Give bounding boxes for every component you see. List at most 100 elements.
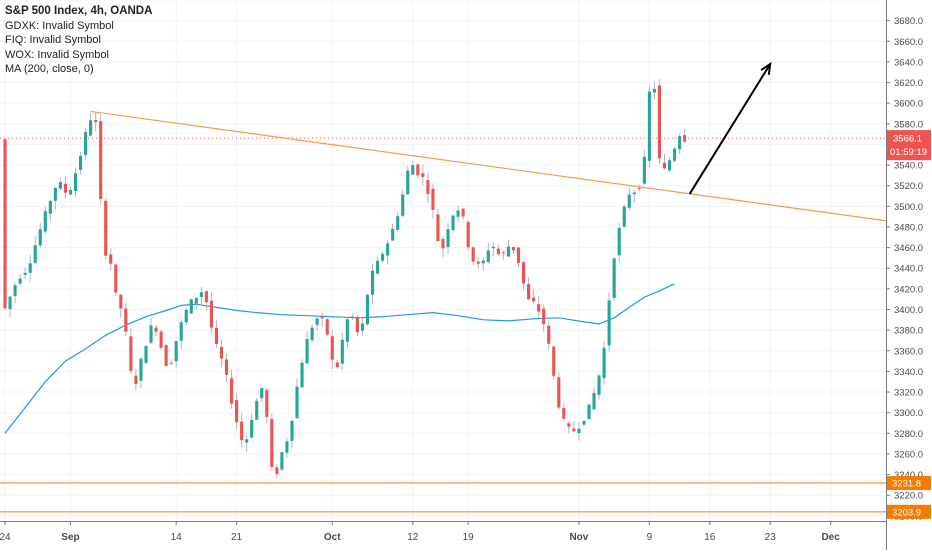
candle-down[interactable]	[355, 316, 359, 333]
resistance-trendline[interactable]	[90, 110, 887, 222]
candle-up[interactable]	[184, 309, 188, 323]
candle-up[interactable]	[144, 345, 148, 364]
candle-down[interactable]	[204, 291, 208, 303]
candle-up[interactable]	[481, 260, 485, 264]
candle-down[interactable]	[119, 294, 123, 309]
candle-up[interactable]	[139, 358, 143, 381]
candle-up[interactable]	[375, 260, 380, 274]
candle-up[interactable]	[149, 325, 153, 343]
candle-down[interactable]	[154, 327, 158, 332]
candle-up[interactable]	[260, 388, 264, 399]
candle-up[interactable]	[48, 200, 52, 214]
support-price-tag[interactable]	[887, 504, 931, 519]
candle-down[interactable]	[169, 362, 173, 364]
candle-up[interactable]	[678, 136, 682, 150]
candle-up[interactable]	[300, 362, 304, 388]
candle-up[interactable]	[89, 120, 93, 136]
moving-average-line[interactable]	[4, 283, 675, 434]
candle-down[interactable]	[436, 214, 440, 242]
candle-up[interactable]	[622, 206, 626, 227]
candle-up[interactable]	[250, 419, 254, 438]
last-price-tag[interactable]	[887, 130, 931, 161]
candle-down[interactable]	[461, 208, 465, 217]
candle-up[interactable]	[667, 160, 672, 171]
candle-down[interactable]	[496, 248, 500, 255]
candle-up[interactable]	[345, 319, 349, 342]
candle-up[interactable]	[597, 375, 601, 395]
candle-up[interactable]	[23, 272, 27, 275]
candle-up[interactable]	[350, 316, 354, 318]
candle-down[interactable]	[330, 336, 334, 360]
candle-up[interactable]	[360, 323, 365, 331]
candle-up[interactable]	[607, 300, 611, 346]
candle-up[interactable]	[612, 258, 616, 298]
candle-up[interactable]	[310, 327, 314, 341]
candle-down[interactable]	[114, 264, 118, 293]
candle-down[interactable]	[325, 319, 329, 335]
candle-up[interactable]	[396, 216, 400, 230]
candle-down[interactable]	[521, 262, 526, 284]
candle-down[interactable]	[219, 346, 224, 359]
candle-down[interactable]	[164, 345, 168, 366]
candle-down[interactable]	[421, 173, 425, 177]
legend-line[interactable]: GDXK: Invalid Symbol	[5, 19, 114, 32]
candle-up[interactable]	[305, 339, 309, 364]
candle-down[interactable]	[124, 308, 128, 332]
candle-up[interactable]	[647, 91, 651, 161]
candle-down[interactable]	[527, 284, 531, 300]
candle-up[interactable]	[315, 318, 319, 325]
candle-down[interactable]	[511, 246, 516, 251]
candle-up[interactable]	[592, 392, 596, 410]
candle-up[interactable]	[18, 278, 22, 284]
candle-up[interactable]	[84, 132, 88, 156]
candle-down[interactable]	[224, 359, 229, 375]
candle-up[interactable]	[68, 189, 73, 195]
time-axis[interactable]: 24 Sep 14 21 Oct 12 19 Nov 9 16 23 Dec	[0, 521, 886, 550]
candle-up[interactable]	[456, 210, 460, 217]
candle-up[interactable]	[617, 227, 621, 256]
candle-down[interactable]	[572, 428, 576, 432]
candle-down[interactable]	[320, 316, 324, 319]
candle-up[interactable]	[78, 155, 83, 170]
candle-up[interactable]	[73, 173, 78, 192]
candle-down[interactable]	[63, 183, 68, 193]
candle-up[interactable]	[340, 339, 344, 364]
candle-up[interactable]	[446, 229, 450, 248]
candle-up[interactable]	[486, 250, 490, 263]
candle-down[interactable]	[104, 200, 108, 256]
candle-up[interactable]	[491, 246, 495, 249]
candle-up[interactable]	[199, 292, 203, 297]
candle-down[interactable]	[547, 325, 551, 344]
candle-down[interactable]	[416, 164, 420, 176]
candle-down[interactable]	[99, 121, 103, 199]
candle-down[interactable]	[501, 252, 505, 254]
candle-up[interactable]	[365, 294, 370, 325]
candle-down[interactable]	[275, 467, 279, 474]
candle-up[interactable]	[28, 263, 32, 273]
candle-up[interactable]	[38, 229, 42, 246]
candle-up[interactable]	[58, 182, 62, 189]
candle-up[interactable]	[391, 228, 395, 241]
candle-up[interactable]	[406, 170, 410, 195]
candle-down[interactable]	[129, 336, 133, 371]
candle-up[interactable]	[381, 253, 385, 261]
legend-line[interactable]: WOX: Invalid Symbol	[5, 48, 109, 61]
candle-up[interactable]	[174, 340, 178, 362]
arrow-line[interactable]	[688, 63, 772, 195]
candle-up[interactable]	[582, 420, 586, 425]
candle-up[interactable]	[179, 322, 183, 341]
candle-down[interactable]	[562, 408, 566, 419]
candle-down[interactable]	[476, 261, 480, 264]
candle-down[interactable]	[3, 139, 7, 309]
candle-up[interactable]	[673, 148, 677, 161]
candle-up[interactable]	[587, 404, 591, 420]
candle-up[interactable]	[8, 296, 12, 309]
candle-up[interactable]	[602, 347, 606, 379]
candle-down[interactable]	[94, 120, 98, 123]
candle-up[interactable]	[285, 441, 289, 453]
candle-up[interactable]	[194, 297, 198, 304]
candle-down[interactable]	[657, 85, 662, 159]
price-axis[interactable]: 3200.03220.03240.03260.03280.03300.03320…	[886, 0, 932, 550]
candle-up[interactable]	[411, 165, 415, 175]
candle-down[interactable]	[235, 400, 239, 423]
